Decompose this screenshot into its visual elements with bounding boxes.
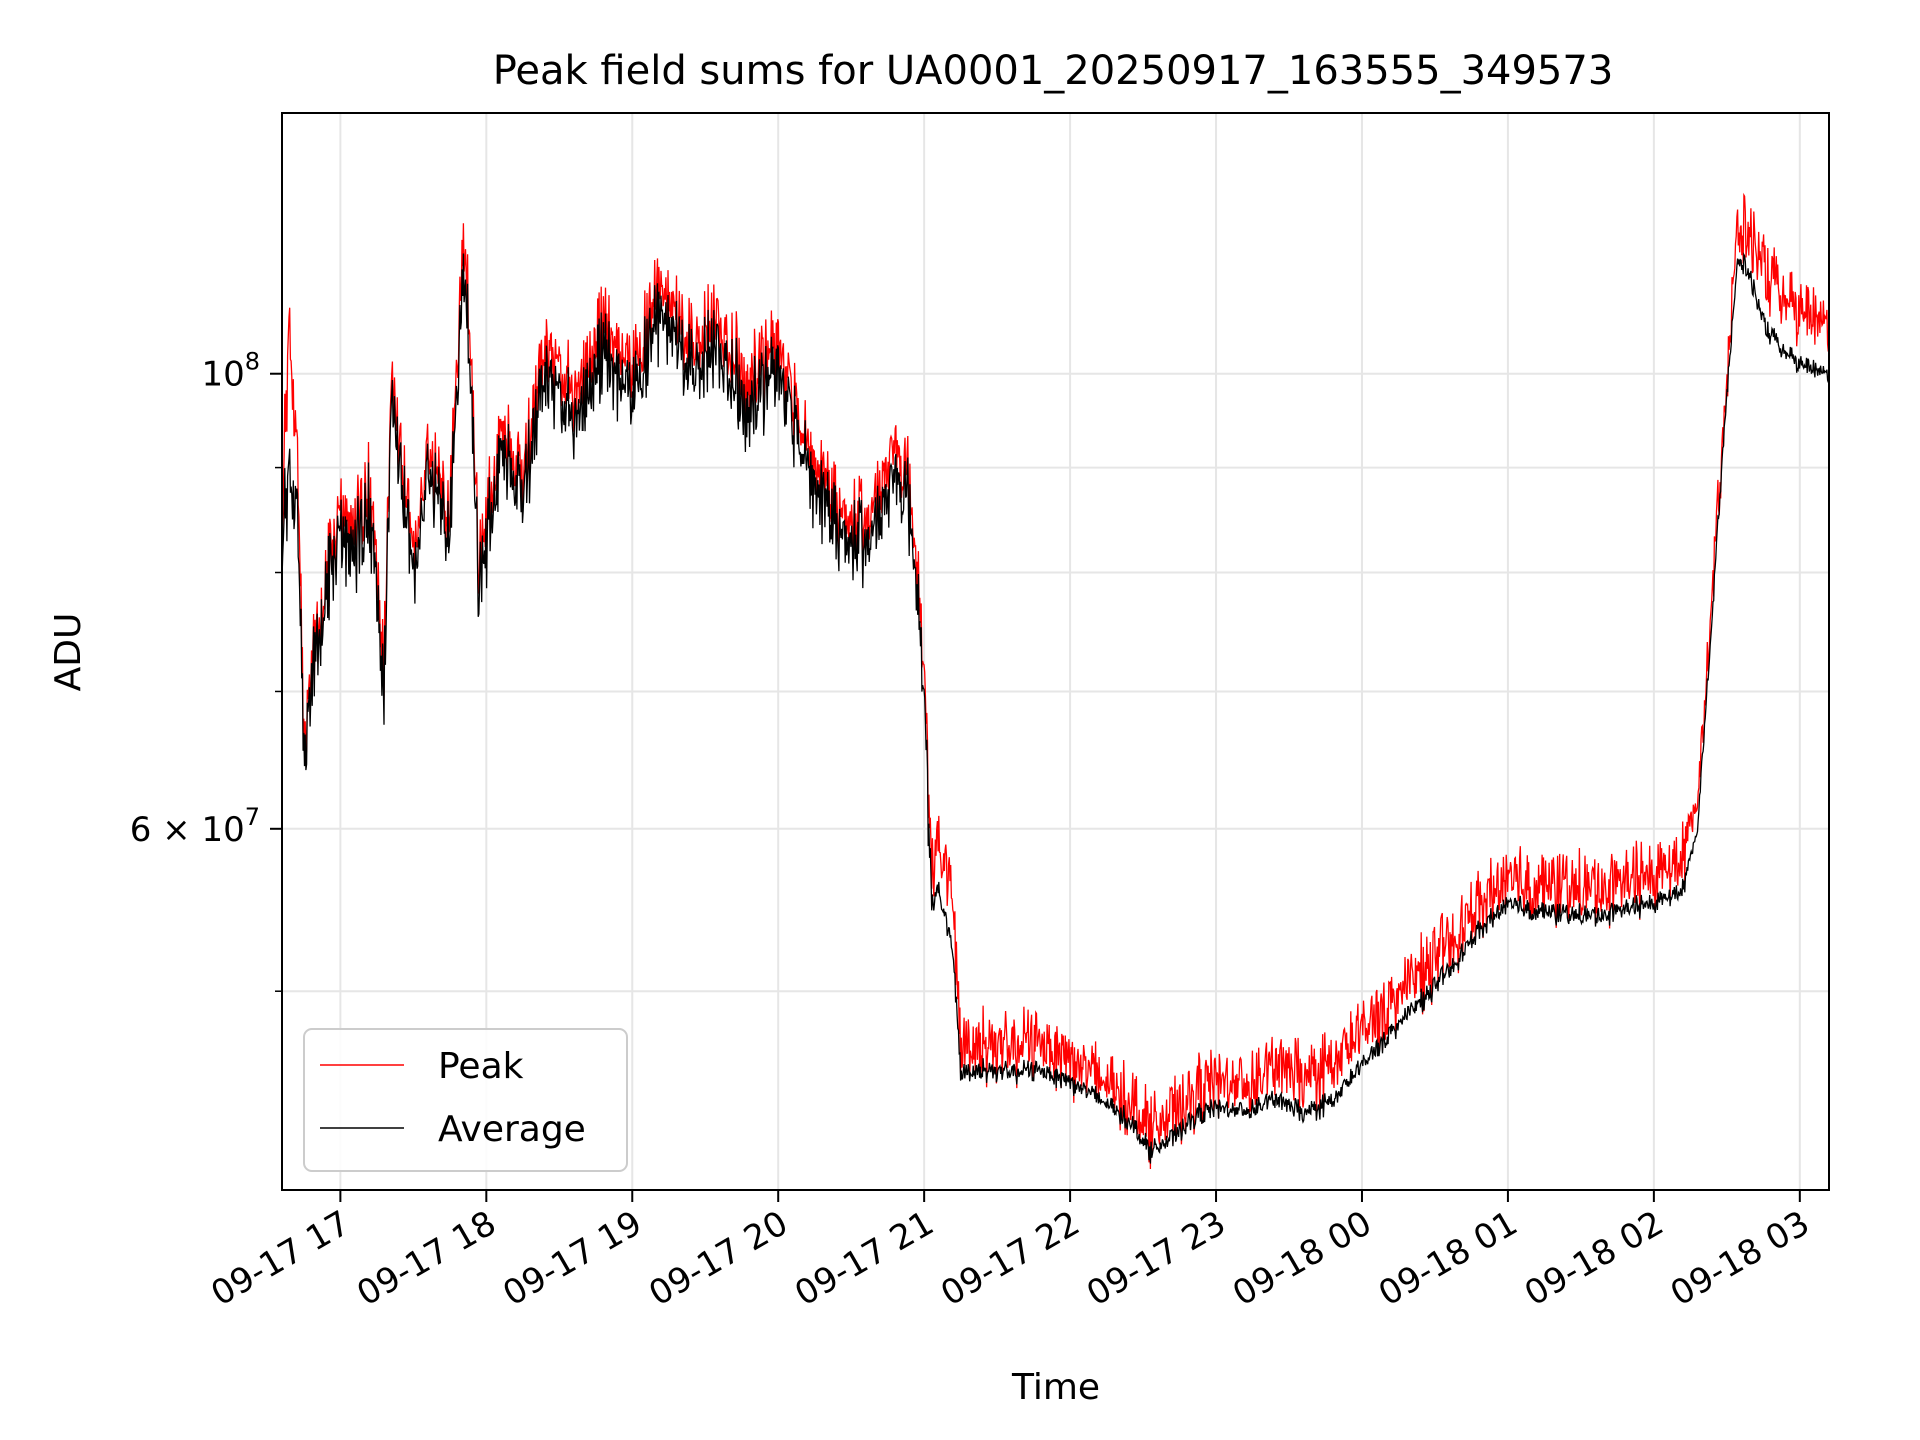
y-tick-label: 6 × 107	[130, 803, 260, 850]
legend: Peak Average	[303, 1028, 628, 1172]
y-axis-label: ADU	[48, 613, 89, 692]
plot-area-frame	[281, 112, 1830, 1191]
legend-label-average: Average	[438, 1109, 586, 1150]
chart-title: Peak field sums for UA0001_20250917_1635…	[493, 48, 1614, 94]
y-tick-label-exponent: 7	[245, 803, 260, 831]
y-axis: 6 × 107 108	[130, 348, 282, 992]
legend-label-peak: Peak	[438, 1046, 524, 1087]
series-line-average	[282, 252, 1829, 1164]
y-tick-label-base: 6 × 10	[130, 810, 245, 850]
y-tick-label-exponent: 8	[245, 348, 260, 376]
x-axis-label: Time	[1011, 1367, 1100, 1408]
grid	[282, 113, 1829, 1190]
y-tick-label: 108	[201, 348, 260, 395]
y-tick-label-base: 10	[201, 355, 244, 395]
